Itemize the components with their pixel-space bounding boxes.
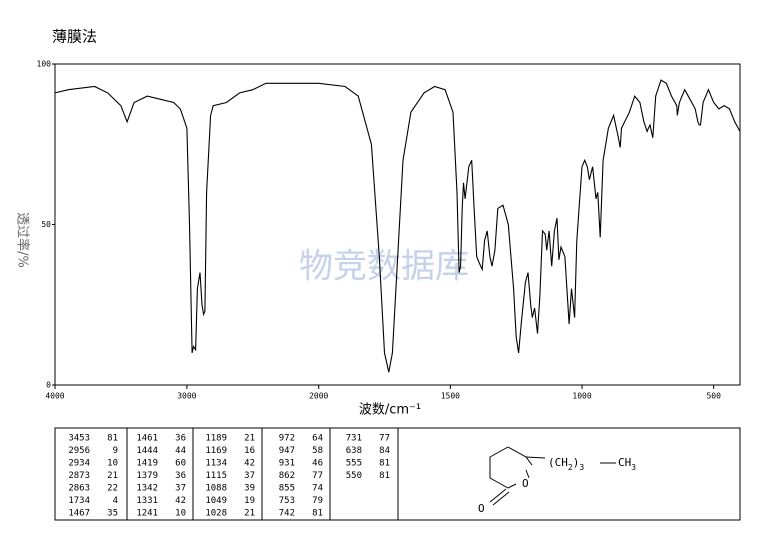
peak-transmittance: 21 — [244, 434, 255, 444]
peak-transmittance: 42 — [244, 459, 255, 469]
chart-title: 薄膜法 — [52, 28, 97, 46]
peak-wavenumber: 1088 — [205, 484, 227, 494]
peak-transmittance: 10 — [175, 509, 186, 519]
peak-wavenumber: 1379 — [136, 471, 158, 481]
peak-wavenumber: 731 — [346, 434, 362, 444]
peak-transmittance: 81 — [312, 509, 323, 519]
peak-transmittance: 84 — [379, 446, 390, 456]
peak-wavenumber: 947 — [279, 446, 295, 456]
plot-frame — [54, 63, 741, 386]
peak-wavenumber: 931 — [279, 459, 295, 469]
peak-wavenumber: 1444 — [136, 446, 158, 456]
peak-wavenumber: 972 — [279, 434, 295, 444]
peak-wavenumber: 1419 — [136, 459, 158, 469]
peak-wavenumber: 2863 — [68, 484, 90, 494]
ring-bond — [489, 446, 509, 489]
carbonyl-bond — [489, 488, 507, 503]
peak-wavenumber: 862 — [279, 471, 295, 481]
peak-transmittance: 44 — [175, 446, 186, 456]
peak-wavenumber: 1467 — [68, 509, 90, 519]
peak-wavenumber: 1134 — [205, 459, 227, 469]
peak-transmittance: 21 — [244, 509, 255, 519]
peak-transmittance: 10 — [107, 459, 118, 469]
peak-wavenumber: 1342 — [136, 484, 158, 494]
peak-wavenumber: 1189 — [205, 434, 227, 444]
peak-transmittance: 21 — [107, 471, 118, 481]
ring-bond — [507, 446, 533, 466]
peak-wavenumber: 555 — [346, 459, 362, 469]
substituent-text: (CH2)3 — [548, 456, 584, 472]
spectrum-line — [54, 79, 741, 373]
peak-transmittance: 19 — [244, 496, 255, 506]
peak-wavenumber: 753 — [279, 496, 295, 506]
peak-transmittance: 39 — [244, 484, 255, 494]
group: ) — [573, 456, 580, 469]
subscript: 3 — [631, 463, 636, 472]
peak-transmittance: 35 — [107, 509, 118, 519]
ring-bond — [525, 469, 530, 479]
peak-wavenumber: 550 — [346, 471, 362, 481]
peak-transmittance: 42 — [175, 496, 186, 506]
y-tick-label: 50 — [41, 220, 51, 229]
peak-transmittance: 37 — [175, 484, 186, 494]
peak-wavenumber: 742 — [279, 509, 295, 519]
peak-transmittance: 22 — [107, 484, 118, 494]
y-tick-label: 0 — [46, 381, 51, 390]
peak-transmittance: 60 — [175, 459, 186, 469]
subscript: 3 — [579, 463, 584, 472]
x-tick-label: 500 — [706, 392, 721, 401]
x-tick-label: 2000 — [309, 392, 328, 401]
peak-wavenumber: 1461 — [136, 434, 158, 444]
peak-wavenumber: 638 — [346, 446, 362, 456]
peak-wavenumber: 1331 — [136, 496, 158, 506]
peak-wavenumber: 1734 — [68, 496, 90, 506]
group: CH — [618, 456, 631, 469]
watermark: 物竞数据库 — [299, 247, 469, 287]
subscript: 2 — [568, 463, 573, 472]
peak-transmittance: 74 — [312, 484, 323, 494]
peak-wavenumber: 2873 — [68, 471, 90, 481]
peak-wavenumber: 1028 — [205, 509, 227, 519]
x-tick-label: 4000 — [45, 392, 64, 401]
structure — [489, 446, 616, 506]
peak-transmittance: 81 — [379, 471, 390, 481]
peak-transmittance: 77 — [379, 434, 390, 444]
x-axis-label: 波数/cm⁻¹ — [359, 403, 421, 418]
peak-wavenumber: 2956 — [68, 446, 90, 456]
peak-transmittance: 36 — [175, 471, 186, 481]
peak-wavenumber: 1115 — [205, 471, 227, 481]
ring-bond — [507, 483, 517, 489]
x-tick-label: 1000 — [572, 392, 591, 401]
peak-transmittance: 81 — [107, 434, 118, 444]
peak-transmittance: 4 — [113, 496, 118, 506]
peak-transmittance: 16 — [244, 446, 255, 456]
peak-wavenumber: 3453 — [68, 434, 90, 444]
peak-wavenumber: 1241 — [136, 509, 158, 519]
peak-transmittance: 46 — [312, 459, 323, 469]
peak-transmittance: 64 — [312, 434, 323, 444]
peak-transmittance: 77 — [312, 471, 323, 481]
peak-transmittance: 58 — [312, 446, 323, 456]
carbonyl-bond — [492, 491, 510, 506]
substituent-bond — [525, 456, 546, 459]
peak-transmittance: 81 — [379, 459, 390, 469]
peak-wavenumber: 2934 — [68, 459, 90, 469]
peak-wavenumber: 1169 — [205, 446, 227, 456]
carbonyl-oxygen: O — [478, 502, 485, 515]
ring-oxygen: O — [522, 477, 529, 490]
terminal-group: CH3 — [618, 456, 636, 472]
x-tick-label: 1500 — [441, 392, 460, 401]
peak-wavenumber: 855 — [279, 484, 295, 494]
y-axis-label: 透过率/% — [15, 212, 31, 268]
peak-transmittance: 36 — [175, 434, 186, 444]
peak-wavenumber: 1049 — [205, 496, 227, 506]
x-tick-label: 3000 — [177, 392, 196, 401]
peak-transmittance: 9 — [113, 446, 118, 456]
group: (CH — [548, 456, 568, 469]
peak-transmittance: 37 — [244, 471, 255, 481]
peak-transmittance: 79 — [312, 496, 323, 506]
y-tick-label: 100 — [37, 60, 52, 69]
